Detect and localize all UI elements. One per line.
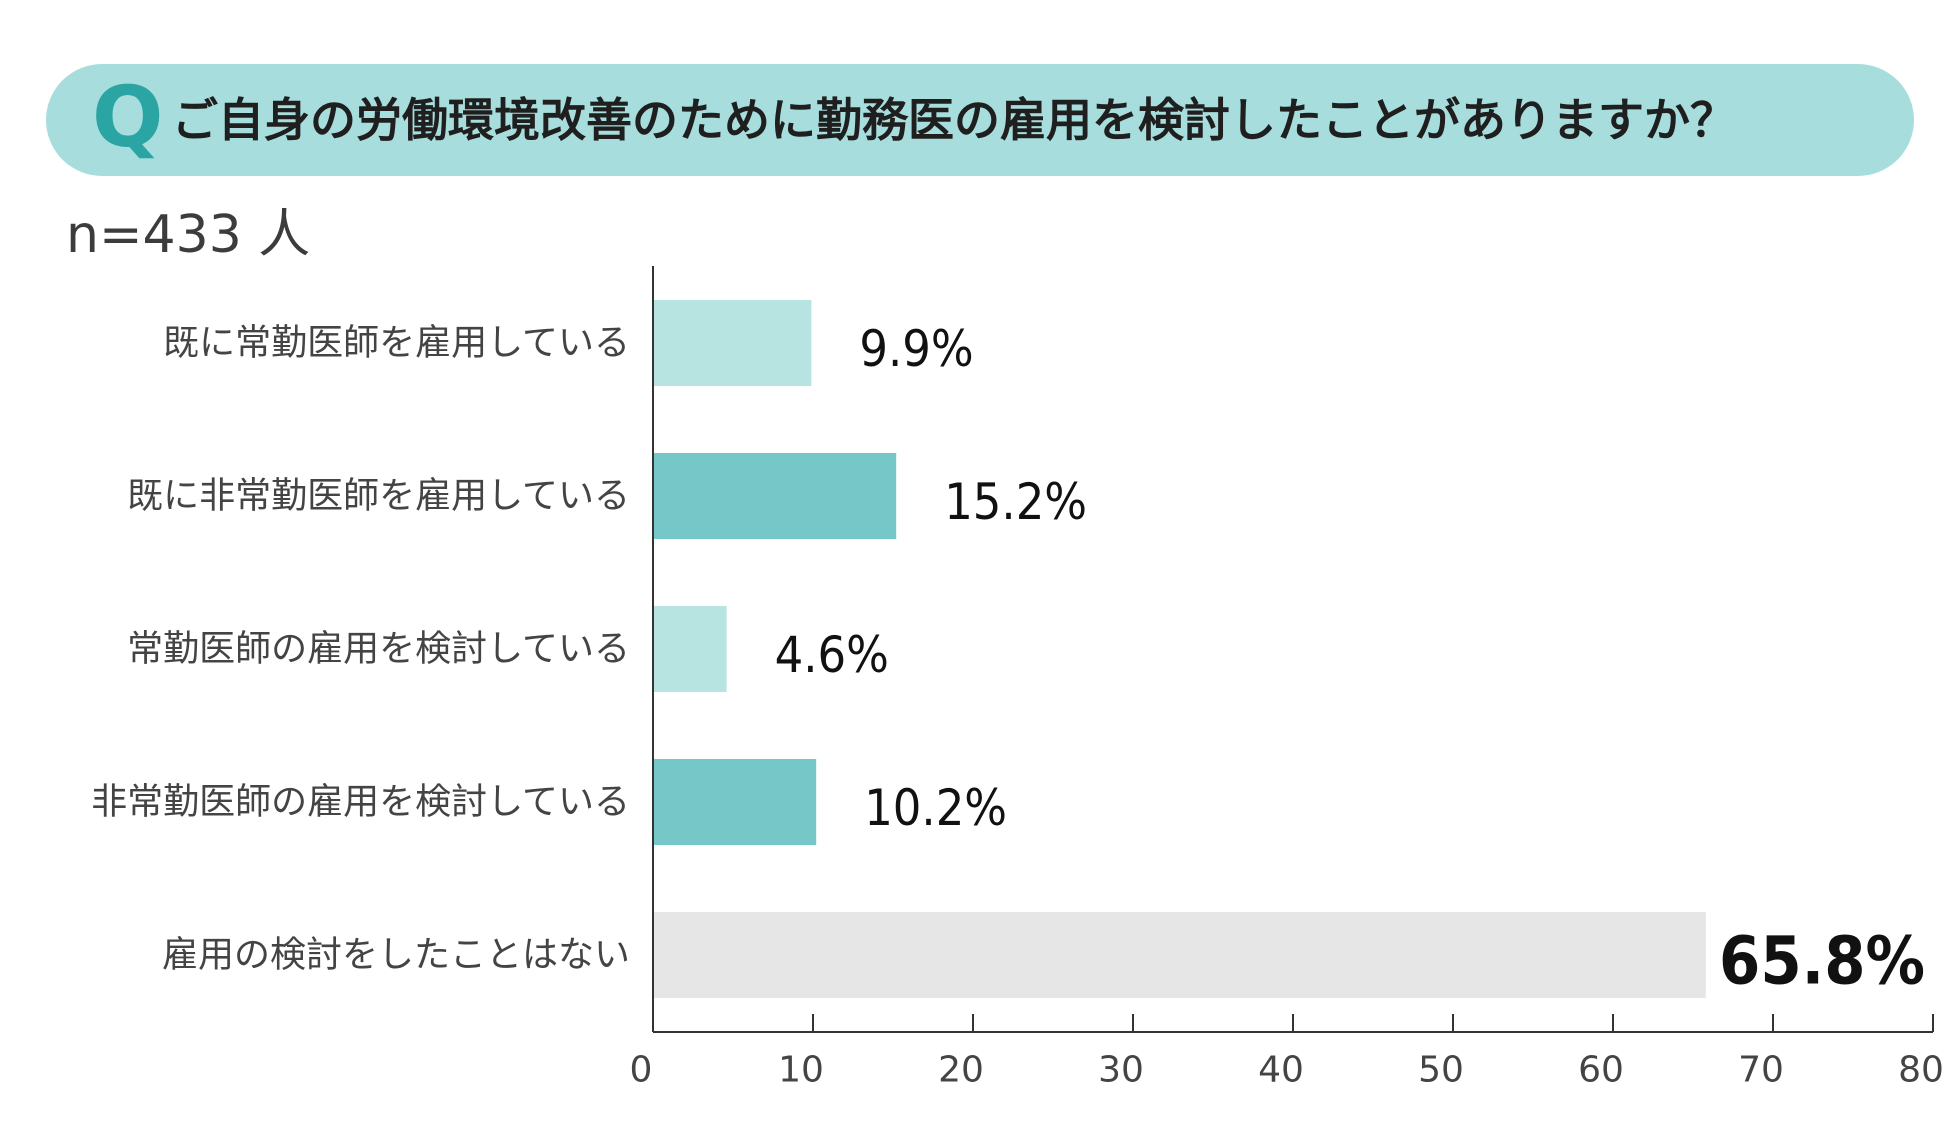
value-label: 9.9%: [859, 320, 973, 378]
category-label: 常勤医師の雇用を検討している: [127, 629, 630, 670]
bar: [653, 453, 897, 539]
category-label: 既に非常勤医師を雇用している: [127, 476, 630, 517]
category-label: 既に常勤医師を雇用している: [163, 323, 630, 364]
x-tick-label: 60: [1578, 1050, 1624, 1091]
question-banner: [46, 64, 1914, 176]
sample-size-label: n=433 人: [66, 205, 311, 265]
value-label: 15.2%: [944, 473, 1087, 531]
x-tick-label: 50: [1418, 1050, 1464, 1091]
value-label: 10.2%: [864, 779, 1007, 837]
value-label: 65.8%: [1719, 923, 1925, 1000]
x-tick-label: 0: [630, 1050, 653, 1091]
x-tick-label: 10: [778, 1050, 824, 1091]
bar: [653, 759, 817, 845]
x-tick-label: 20: [938, 1050, 984, 1091]
x-tick-label: 40: [1258, 1050, 1304, 1091]
bar: [653, 300, 812, 386]
question-mark-q: Q: [92, 68, 164, 166]
category-label: 非常勤医師の雇用を検討している: [91, 782, 630, 823]
bar: [653, 912, 1706, 998]
x-tick-label: 70: [1738, 1050, 1784, 1091]
category-label: 雇用の検討をしたことはない: [162, 935, 630, 976]
bar: [653, 606, 727, 692]
question-title: ご自身の労働環境改善のために勤務医の雇用を検討したことがありますか？: [172, 93, 1736, 147]
value-label: 4.6%: [775, 626, 889, 684]
x-tick-label: 80: [1898, 1050, 1944, 1091]
x-tick-label: 30: [1098, 1050, 1144, 1091]
